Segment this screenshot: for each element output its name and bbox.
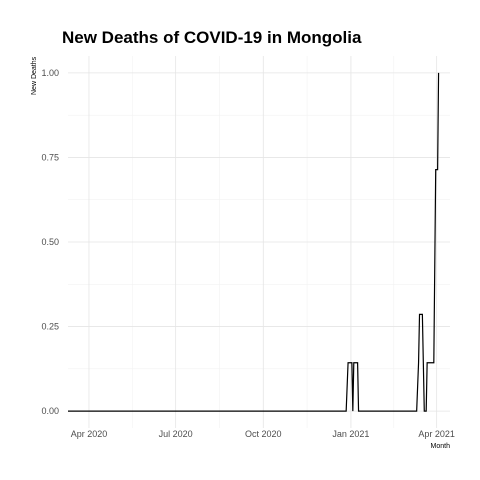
x-tick-label: Apr 2020 [71,429,108,439]
y-tick-label: 0.75 [41,152,59,162]
y-tick-label: 1.00 [41,68,59,78]
x-axis-ticks: Apr 2020 Jul 2020 Oct 2020 Jan 2021 Apr 2021 [71,429,455,439]
y-tick-label: 0.00 [41,406,59,416]
y-tick-label: 0.25 [41,322,59,332]
x-axis-label: Month [431,443,451,450]
major-gridlines [68,56,450,428]
x-tick-label: Apr 2021 [418,429,455,439]
series-layer [68,72,440,412]
y-axis-ticks: 0.00 0.25 0.50 0.75 1.00 [41,68,59,416]
x-tick-label: Jan 2021 [332,429,369,439]
x-tick-label: Jul 2020 [159,429,193,439]
y-axis-label: New Deaths [31,56,38,95]
chart-title: New Deaths of COVID-19 in Mongolia [62,28,362,47]
series-line [68,72,440,412]
y-tick-label: 0.50 [41,237,59,247]
x-tick-label: Oct 2020 [245,429,282,439]
